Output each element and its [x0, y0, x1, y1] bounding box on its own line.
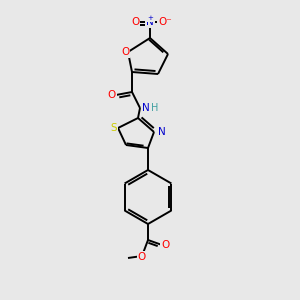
Text: O: O	[108, 90, 116, 100]
Text: O: O	[161, 240, 169, 250]
Text: O⁻: O⁻	[158, 17, 172, 27]
Text: O: O	[121, 47, 129, 57]
Text: S: S	[111, 123, 117, 133]
Text: N: N	[142, 103, 150, 113]
Text: N: N	[158, 127, 166, 137]
Text: N: N	[146, 17, 154, 27]
Text: H: H	[151, 103, 158, 113]
Text: +: +	[147, 15, 153, 21]
Text: O: O	[131, 17, 139, 27]
Text: O: O	[138, 252, 146, 262]
